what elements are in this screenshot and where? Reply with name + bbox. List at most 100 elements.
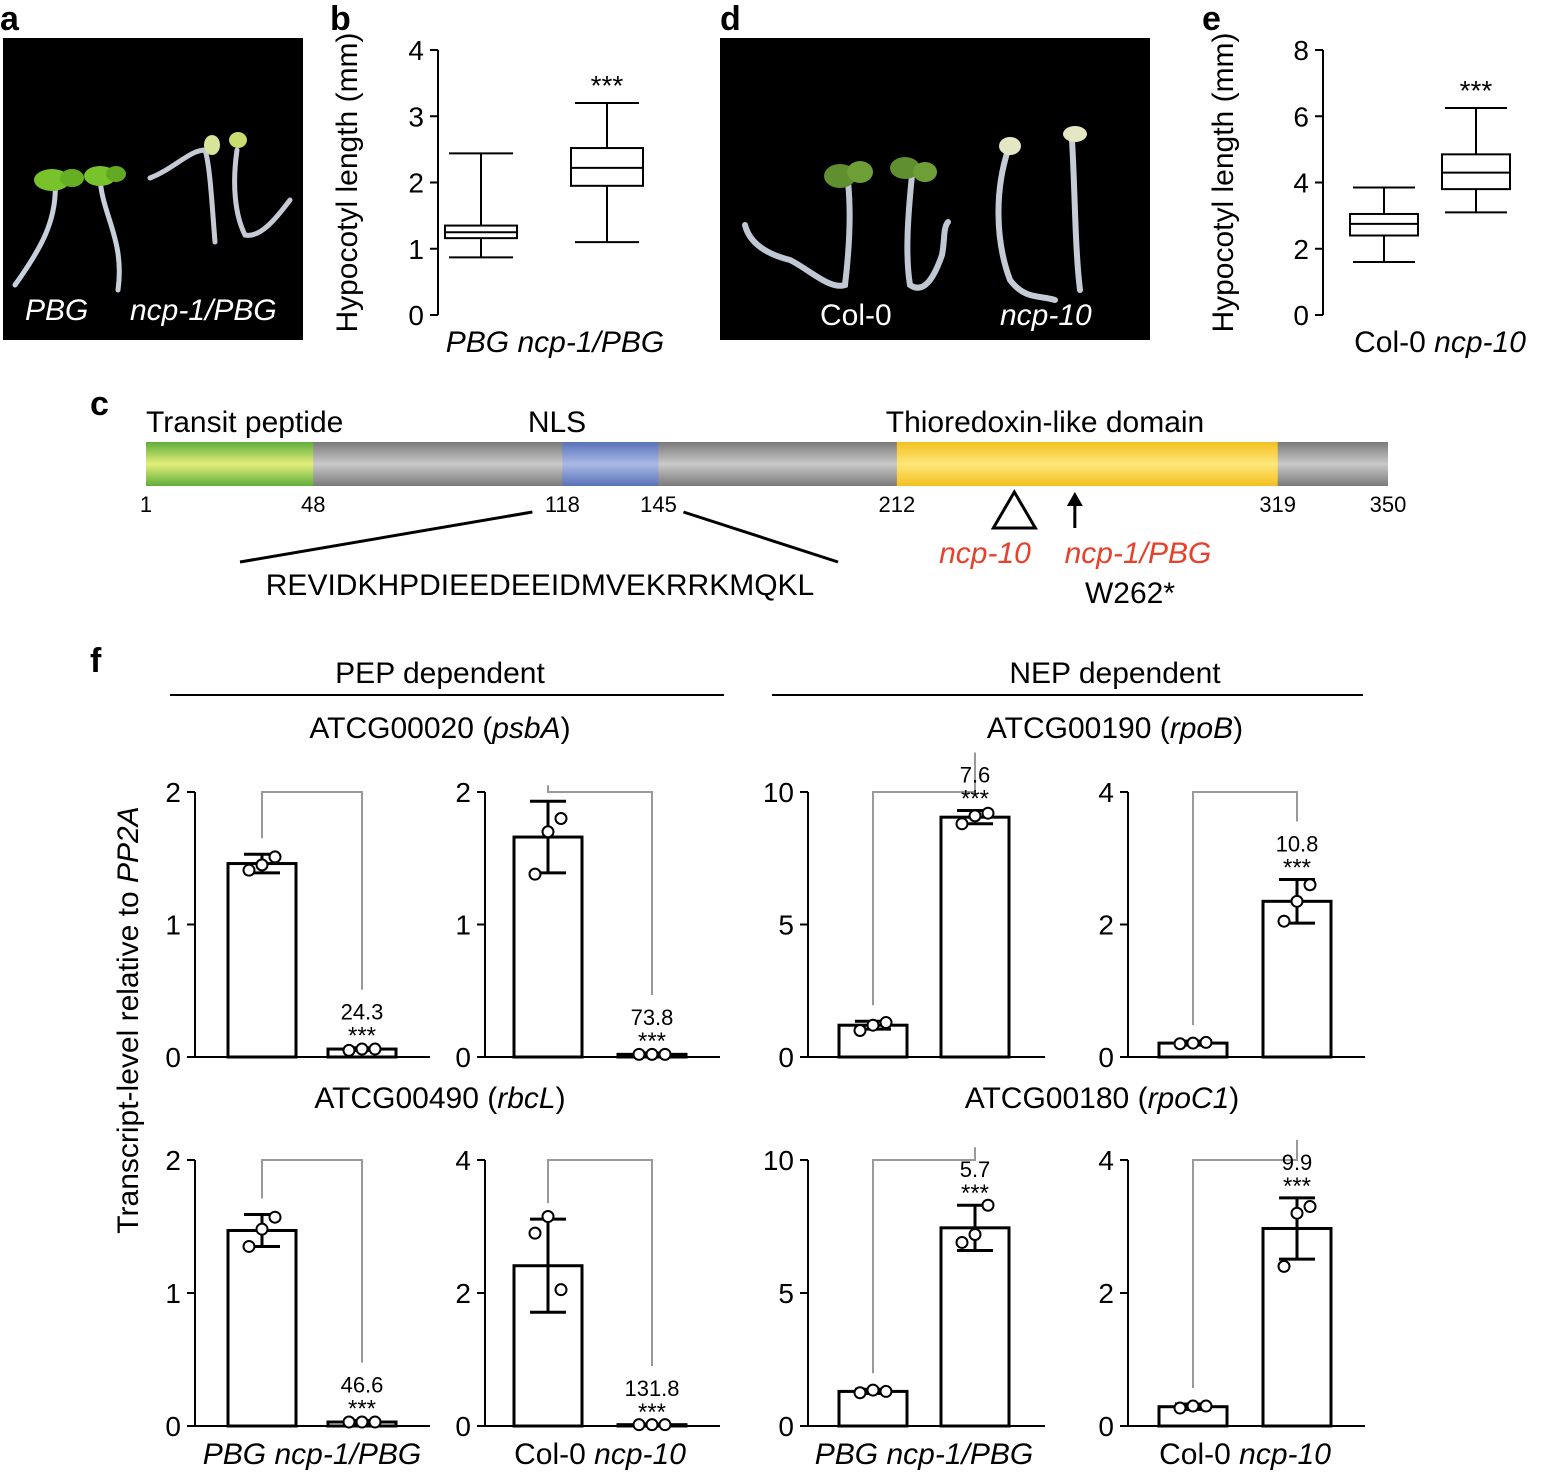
replicate-point (1277, 914, 1291, 928)
panel-letter-c: c (90, 385, 109, 423)
nls-zoom-line-left (239, 510, 533, 564)
y-tick-label: 2 (1293, 234, 1309, 265)
gene-title-rpob: ATCG00190 (rpoB) (987, 712, 1243, 745)
panel-letter-a: a (0, 0, 20, 38)
bar-PBG (837, 1389, 909, 1428)
position-label: 212 (879, 492, 916, 517)
y-tick-label: 4 (1098, 777, 1114, 808)
y-axis-label: Hypocotyl length (mm) (331, 32, 364, 332)
y-tick-label: 10 (763, 1145, 794, 1176)
replicate-point (528, 867, 542, 881)
significance-stars: *** (1460, 75, 1493, 106)
replicate-point (355, 1415, 369, 1429)
y-tick-label: 2 (165, 777, 181, 808)
y-tick-label: 2 (1098, 910, 1114, 941)
bar-ncp-1/PBG (939, 815, 1011, 1059)
y-tick-label: 1 (165, 1278, 181, 1309)
significance-stars: *** (1283, 854, 1311, 881)
replicate-point (1199, 1399, 1213, 1413)
y-tick-label: 0 (1098, 1042, 1114, 1073)
seedling-photo-d (720, 38, 1150, 340)
mutation-label-ncp10: ncp-10 (939, 537, 1031, 570)
y-tick-label: 2 (455, 777, 471, 808)
mutation-note-w262: W262* (1085, 577, 1175, 610)
replicate-point (981, 1198, 995, 1212)
bar-chart-f-psbA-ncp1: 0 1 2 ***24.3 (165, 777, 430, 1073)
position-label: 48 (301, 492, 325, 517)
replicate-point (632, 1418, 646, 1432)
domain-thioredoxin (896, 442, 1278, 486)
fold-change-label: 73.8 (631, 1005, 674, 1030)
replicate-point (368, 1042, 382, 1056)
replicate-point (981, 806, 995, 820)
replicate-point (645, 1047, 659, 1061)
y-tick-label: 2 (408, 168, 424, 199)
y-tick-label: 0 (455, 1042, 471, 1073)
fold-change-label: 10.8 (1276, 831, 1319, 856)
nls-sequence: REVIDKHPDIEEDEEIDMVEKRRKMQKL (266, 569, 814, 602)
replicate-point (355, 1042, 369, 1056)
replicate-point (1290, 1206, 1304, 1220)
replicate-point (658, 1047, 672, 1061)
bar-chart-f-psbA-ncp10: 0 1 2 ***73.8 (455, 777, 720, 1073)
bar-PBG (226, 1228, 298, 1428)
replicate-point (255, 858, 269, 872)
y-tick-label: 4 (1098, 1145, 1114, 1176)
y-tick-label: 6 (1293, 101, 1309, 132)
bar-chart-f-rpoC1-ncp10: 0 2 4 ***9.9 Col-0 ncp-10 (1098, 1139, 1365, 1471)
comparison-bracket (261, 791, 363, 990)
replicate-point (255, 1222, 269, 1236)
replicate-point (1277, 1259, 1291, 1273)
y-tick-label: 2 (455, 1278, 471, 1309)
replicate-point (268, 850, 282, 864)
y-tick-label: 1 (165, 910, 181, 941)
bar-chart-f-rpoB-ncp1: 0 5 10 ***7.6 (763, 752, 1045, 1073)
x-axis-labels: Col-0 ncp-10 (1159, 1438, 1331, 1471)
point-mutation-arrowhead (1066, 492, 1083, 506)
comparison-bracket (261, 1159, 363, 1363)
replicate-point (342, 1415, 356, 1429)
position-label: 350 (1370, 492, 1407, 517)
replicate-point (853, 1024, 867, 1037)
position-label: 118 (545, 492, 580, 517)
significance-stars: *** (638, 1028, 666, 1055)
replicate-point (554, 1283, 568, 1297)
domain-nls (562, 442, 659, 486)
bar-ncp-10 (1261, 1226, 1333, 1428)
mutation-label-ncp1: ncp-1/PBG (1065, 537, 1212, 570)
group-header-nep: NEP dependent (1009, 657, 1221, 690)
replicate-point (968, 1227, 982, 1241)
panel-letter-b: b (330, 0, 351, 38)
replicate-point (1199, 1035, 1213, 1049)
gene-title-rbcl: ATCG00490 (rbcL) (314, 1082, 565, 1115)
x-axis-labels: PBG ncp-1/PBG (446, 326, 664, 359)
bar-chart-f-rpoB-ncp10: 0 2 4 ***10.8 (1098, 777, 1365, 1073)
x-axis-labels: Col-0 ncp-10 (1354, 326, 1526, 359)
significance-stars: *** (961, 786, 989, 813)
insertion-triangle-marker (990, 489, 1038, 530)
bar-chart-f-rbcL-ncp10: 0 2 4 ***131.8 Col-0 ncp-10 (455, 1145, 720, 1471)
comparison-bracket (1192, 1139, 1298, 1389)
significance-stars: *** (638, 1399, 666, 1426)
significance-stars: *** (961, 1180, 989, 1207)
boxplot-e: 0 2 4 6 8 Hypocotyl length (mm) *** Col-0 ncp-1… (1207, 32, 1526, 359)
replicate-point (1186, 1036, 1200, 1050)
replicate-point (541, 1210, 555, 1224)
replicate-point (866, 1383, 880, 1397)
replicate-point (368, 1415, 382, 1429)
replicate-point (955, 1235, 969, 1249)
group-header-pep: PEP dependent (335, 657, 545, 690)
bar-chart-f-rpoC1-ncp1: 0 5 10 ***5.7 PBG ncp-1/PBG (763, 1145, 1045, 1471)
replicate-point (242, 1239, 256, 1253)
replicate-point (968, 809, 982, 823)
y-tick-label: 0 (165, 1411, 181, 1442)
replicate-point (1173, 1401, 1187, 1415)
y-tick-label: 0 (778, 1411, 794, 1442)
replicate-point (645, 1418, 659, 1432)
boxplot-b: 0 1 2 3 4 Hypocotyl length (mm) *** PBG ncp-1/P… (331, 32, 664, 359)
y-tick-label: 5 (778, 910, 794, 941)
photo-a-label-pbg: PBG (25, 294, 88, 327)
replicate-point (242, 863, 256, 877)
